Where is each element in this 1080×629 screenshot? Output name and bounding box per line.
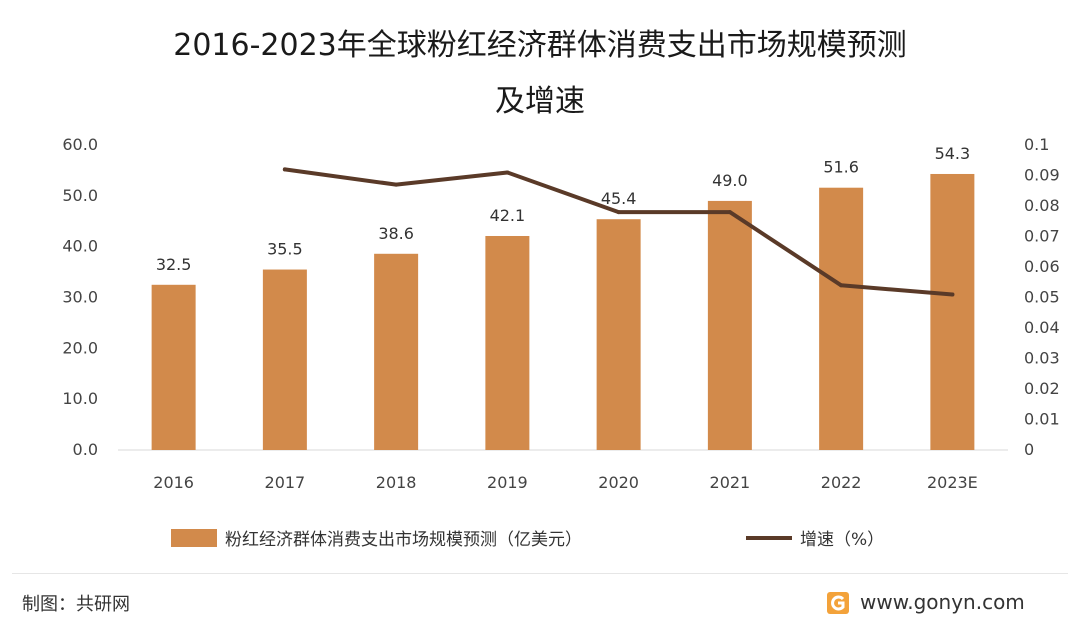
y-left-tick-label: 20.0 [62,338,98,357]
bar-value-label: 54.3 [935,144,971,163]
y-right-tick-label: 0.03 [1024,349,1060,368]
bar-value-label: 32.5 [156,255,192,274]
bar [707,200,752,450]
growth-point [839,283,844,288]
growth-point [282,167,287,172]
x-tick-label: 2019 [487,473,528,492]
y-right-tick-label: 0.08 [1024,196,1060,215]
y-right-tick-label: 0.02 [1024,379,1060,398]
source-credit: 制图：共研网 [22,594,130,615]
gonyn-logo-icon [827,592,849,614]
legend-line-label: 增速（%） [800,530,884,550]
x-tick-label: 2023E [927,473,978,492]
y-right-tick-label: 0 [1024,440,1034,459]
y-right-tick-label: 0.09 [1024,166,1060,185]
y-right-tick-label: 0.05 [1024,288,1060,307]
y-right-tick-label: 0.1 [1024,135,1049,154]
bar-value-label: 42.1 [490,206,526,225]
x-tick-label: 2017 [265,473,306,492]
y-right-tick-label: 0.04 [1024,318,1060,337]
growth-line-group [282,167,955,297]
bar [374,253,419,450]
growth-point [950,292,955,297]
axes-group: 0.0 10.0 20.0 30.0 40.0 50.0 60.0 0 0.01 0.02 0.03… [62,135,1059,492]
y-left-tick-label: 50.0 [62,186,98,205]
y-right-tick-label: 0.06 [1024,257,1060,276]
bar [819,187,864,450]
x-tick-label: 2016 [153,473,194,492]
legend-bar-label: 粉红经济群体消费支出市场规模预测（亿美元） [225,530,582,550]
legend-bar-swatch [171,529,217,547]
growth-point [727,210,732,215]
y-left-tick-label: 0.0 [73,440,98,459]
legend: 粉红经济群体消费支出市场规模预测（亿美元） 增速（%） [171,529,884,550]
x-tick-label: 2018 [376,473,417,492]
y-left-tick-label: 60.0 [62,135,98,154]
chart-title-line1: 2016-2023年全球粉红经济群体消费支出市场规模预测 [173,28,907,63]
bar [930,173,975,450]
bar-value-label: 49.0 [712,171,748,190]
x-tick-label: 2022 [821,473,862,492]
growth-point [394,182,399,187]
x-tick-label: 2021 [710,473,751,492]
y-right-tick-label: 0.01 [1024,410,1060,429]
bar [262,269,307,450]
bars-group: 32.5 35.5 38.6 42.1 45.4 49.0 51.6 54.3 [151,144,975,450]
bar [151,284,196,450]
y-left-tick-label: 10.0 [62,389,98,408]
bar-value-label: 38.6 [378,224,414,243]
y-left-tick-label: 40.0 [62,237,98,256]
footer-divider [12,573,1068,574]
growth-point [505,170,510,175]
growth-point [616,210,621,215]
x-tick-label: 2020 [598,473,639,492]
bar-value-label: 35.5 [267,240,303,259]
bar [485,235,530,450]
bar-value-label: 45.4 [601,189,637,208]
site-url: www.gonyn.com [860,590,1025,614]
y-right-tick-label: 0.07 [1024,227,1060,246]
y-left-tick-label: 30.0 [62,288,98,307]
chart-title-line2: 及增速 [495,84,585,119]
bar [596,219,641,450]
bar-value-label: 51.6 [823,158,859,177]
